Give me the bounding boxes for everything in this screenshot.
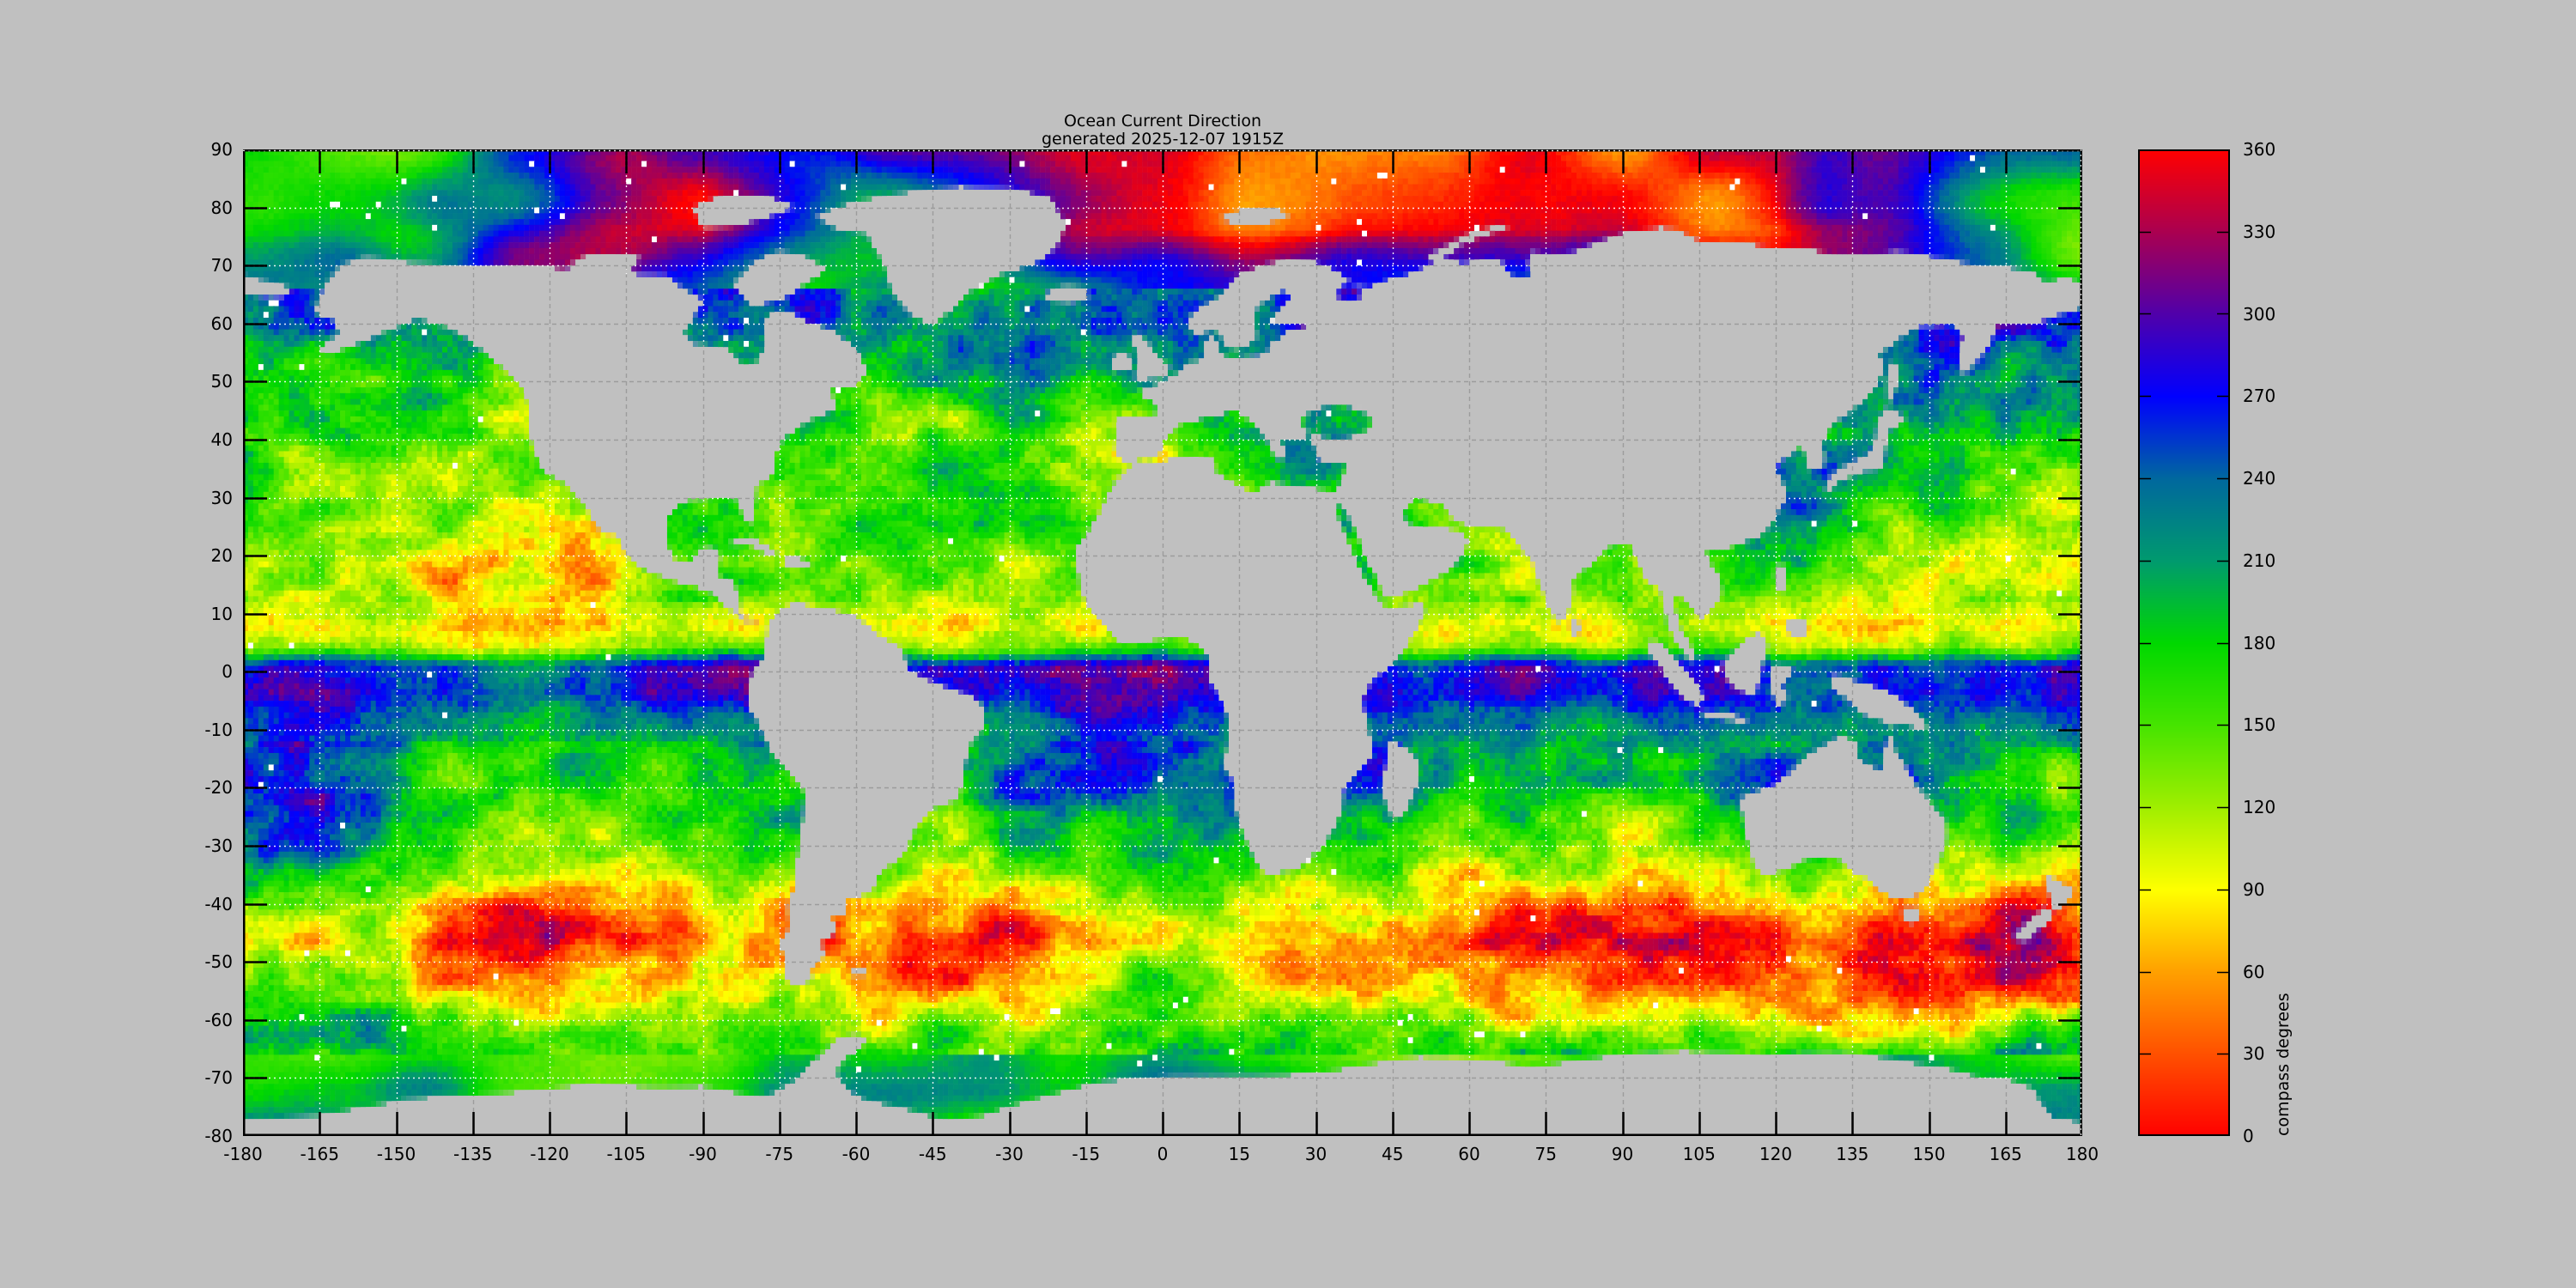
y-axis-tick-label: -30: [204, 835, 233, 857]
y-axis-tick-label: -60: [204, 1009, 233, 1030]
x-axis-tick-label: -60: [841, 1144, 871, 1164]
colorbar-tick-label: 30: [2243, 1043, 2265, 1065]
chart-subtitle: generated 2025-12-07 1915Z: [1041, 130, 1284, 149]
colorbar-tick-label: 150: [2243, 714, 2276, 736]
x-axis-tick-label: -150: [376, 1144, 416, 1164]
x-axis-tick-label: 75: [1534, 1144, 1557, 1164]
x-axis-tick-label: 105: [1682, 1144, 1716, 1164]
x-axis-tick-label: -30: [995, 1144, 1024, 1164]
x-axis-tick-label: 120: [1759, 1144, 1793, 1164]
y-axis-tick-label: -80: [204, 1126, 233, 1146]
x-axis-tick-label: 60: [1458, 1144, 1480, 1164]
y-axis-tick-label: 70: [210, 255, 233, 276]
x-axis-tick-label: -180: [223, 1144, 263, 1164]
x-axis-tick-label: -75: [765, 1144, 794, 1164]
world-map-heatmap-canvas: [243, 149, 2082, 1136]
chart-title-block: Ocean Current Direction generated 2025-1…: [243, 112, 2082, 149]
colorbar-tick-label: 300: [2243, 303, 2276, 325]
x-axis-tick-label: 45: [1382, 1144, 1404, 1164]
x-axis-tick-label: -45: [918, 1144, 947, 1164]
x-axis-tick-label: -120: [530, 1144, 569, 1164]
colorbar-tick-label: 330: [2243, 221, 2276, 242]
x-axis-tick-label: -165: [300, 1144, 339, 1164]
colorbar-canvas: [2138, 149, 2230, 1136]
y-axis-tick-label: -50: [204, 951, 233, 973]
x-axis-tick-label: -135: [453, 1144, 493, 1164]
y-axis-tick-label: -20: [204, 777, 233, 799]
y-axis-tick-label: 0: [222, 661, 233, 683]
colorbar-tick-label: 240: [2243, 468, 2276, 489]
colorbar-tick-label: 120: [2243, 797, 2276, 817]
y-axis-tick-label: 90: [210, 139, 233, 160]
colorbar-axis-label: compass degrees: [2274, 993, 2293, 1136]
y-axis-tick-label: 80: [210, 197, 233, 218]
y-axis-tick-label: 40: [210, 428, 233, 450]
x-axis-tick-label: 15: [1228, 1144, 1250, 1164]
x-axis-tick-label: 30: [1304, 1144, 1327, 1164]
colorbar-tick-label: 270: [2243, 386, 2276, 407]
colorbar-tick-label: 180: [2243, 632, 2276, 653]
colorbar-tick-label: 60: [2243, 961, 2265, 982]
x-axis-tick-label: 150: [1912, 1144, 1946, 1164]
y-axis-tick-label: -10: [204, 719, 233, 740]
x-axis-tick-label: -105: [606, 1144, 646, 1164]
x-axis-tick-label: -90: [689, 1144, 717, 1164]
x-axis-tick-label: 180: [2065, 1144, 2099, 1164]
x-axis-tick-label: -15: [1072, 1144, 1101, 1164]
x-axis-tick-label: 0: [1157, 1144, 1169, 1164]
y-axis-tick-label: 50: [210, 371, 233, 392]
y-axis-tick-label: 10: [210, 603, 233, 624]
x-axis-tick-label: 165: [1989, 1144, 2022, 1164]
colorbar-tick-label: 210: [2243, 550, 2276, 571]
chart-title: Ocean Current Direction: [1063, 112, 1262, 131]
y-axis-tick-label: 20: [210, 545, 233, 567]
x-axis-tick-label: 135: [1836, 1144, 1869, 1164]
y-axis-tick-label: 30: [210, 487, 233, 508]
y-axis-tick-label: -70: [204, 1067, 233, 1089]
colorbar-tick-label: 360: [2243, 139, 2276, 160]
y-axis-tick-label: 60: [210, 313, 233, 334]
colorbar-tick-label: 0: [2243, 1126, 2254, 1146]
colorbar-tick-label: 90: [2243, 878, 2265, 900]
y-axis-tick-label: -40: [204, 893, 233, 914]
x-axis-tick-label: 90: [1611, 1144, 1634, 1164]
